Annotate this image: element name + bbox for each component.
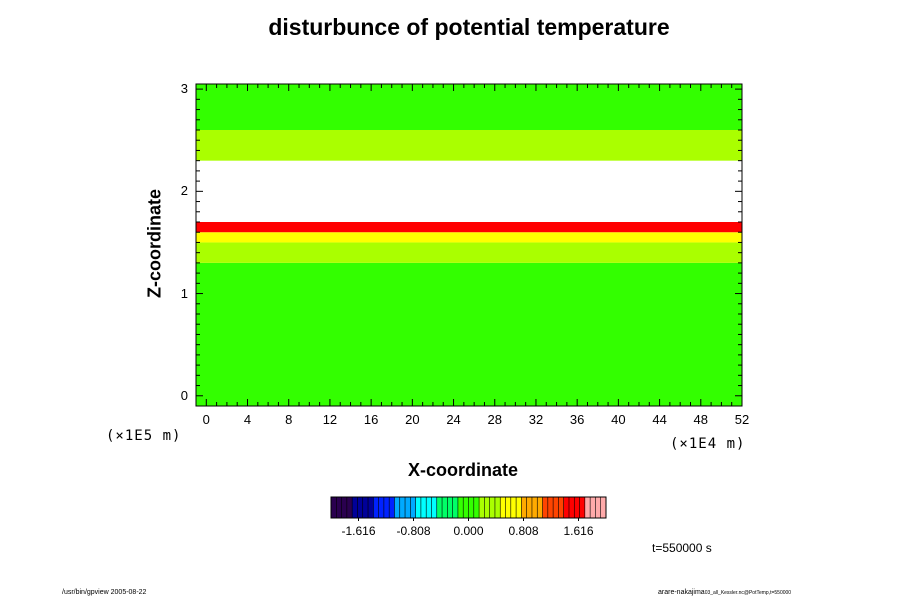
colorbar-cell (558, 497, 565, 518)
heatmap-field (196, 84, 742, 406)
colorbar-tick-label: 1.616 (563, 524, 594, 538)
heatmap-band (196, 222, 742, 233)
heatmap-band (196, 130, 742, 161)
colorbar-tick-label: -1.616 (341, 524, 376, 538)
colorbar-cell (362, 497, 369, 518)
colorbar-cell (590, 497, 596, 518)
colorbar-cell (500, 497, 506, 518)
y-axis-label: Z-coordinate (144, 189, 165, 299)
colorbar-cell (542, 497, 549, 518)
time-label: t=550000 s (652, 541, 712, 555)
heatmap-band (196, 160, 742, 222)
heatmap-band (196, 232, 742, 243)
footer-right: arare-nakajima03_all_Kessler.nc@PotTemp,… (658, 589, 791, 596)
colorbar-cell (526, 497, 533, 518)
colorbar-cell (420, 497, 427, 518)
y-tick-label: 3 (180, 81, 188, 97)
colorbar-cell (436, 497, 443, 518)
colorbar-cell (352, 497, 358, 518)
colorbar-tick-label: 0.000 (453, 524, 484, 538)
colorbar-cell (563, 497, 570, 518)
colorbar-cell (346, 497, 353, 518)
colorbar-cell (394, 497, 401, 518)
x-tick-label: 28 (487, 412, 502, 427)
colorbar-cell (341, 497, 348, 518)
colorbar-cell (547, 497, 554, 518)
colorbar-cell (415, 497, 422, 518)
heatmap-band (196, 84, 742, 130)
colorbar-cell (595, 497, 602, 518)
colorbar-cell (405, 497, 411, 518)
colorbar-cell (568, 497, 575, 518)
x-tick-label: 32 (528, 412, 544, 427)
y-tick-label: 2 (180, 183, 188, 199)
x-tick-label: 40 (611, 412, 626, 427)
colorbar-cell (537, 497, 543, 518)
x-axis-label: X-coordinate (408, 460, 519, 480)
colorbar-cell (457, 497, 464, 518)
colorbar-cell (600, 497, 607, 518)
colorbar-cell (521, 497, 528, 518)
colorbar-cell (531, 497, 538, 518)
colorbar-tick-label: -0.808 (396, 524, 431, 538)
footer-right-main: arare-nakajima (658, 589, 705, 596)
chart-title: disturbunce of potential temperature (268, 14, 670, 40)
colorbar-cell (505, 497, 512, 518)
colorbar-cell (489, 497, 496, 518)
colorbar-cell (494, 497, 501, 518)
colorbar-cell (484, 497, 491, 518)
colorbar (330, 496, 607, 521)
plot-frame (195, 83, 743, 407)
colorbar-cell (357, 497, 364, 518)
y-scale-label: (×1E5 m) (106, 428, 182, 444)
x-tick-label: 36 (569, 412, 585, 427)
colorbar-cell (510, 497, 517, 518)
x-scale-label: (×1E4 m) (670, 436, 746, 452)
colorbar-cell (479, 497, 485, 518)
x-tick-label: 20 (405, 412, 420, 427)
colorbar-cell (473, 497, 480, 518)
colorbar-cell (368, 497, 374, 518)
x-tick-label: 48 (693, 412, 709, 427)
plot-border (195, 83, 743, 407)
x-tick-label: 8 (285, 412, 293, 427)
colorbar-cell (426, 497, 432, 518)
colorbar-cell (378, 497, 385, 518)
colorbar-cell (553, 497, 559, 518)
colorbar-cell (431, 497, 438, 518)
colorbar-cell (399, 497, 406, 518)
colorbar-cell (410, 497, 417, 518)
y-tick-label: 0 (180, 387, 188, 403)
colorbar-cell (516, 497, 522, 518)
colorbar-cell (442, 497, 448, 518)
colorbar-cell (574, 497, 580, 518)
colorbar-tick-label: 0.808 (508, 524, 539, 538)
y-tick-label: 1 (180, 285, 188, 301)
colorbar-cell (447, 497, 454, 518)
colorbar-cell (336, 497, 342, 518)
colorbar-cell (331, 497, 337, 518)
footer-right-sub: 03_all_Kessler.nc@PotTemp,t=550000 (704, 590, 792, 596)
x-tick-label: 52 (734, 412, 750, 427)
x-tick-label: 4 (243, 412, 252, 427)
colorbar-cell (452, 497, 459, 518)
colorbar-cell (389, 497, 395, 518)
x-tick-label: 0 (202, 412, 210, 427)
x-tick-label: 24 (446, 412, 461, 427)
x-tick-label: 44 (652, 412, 667, 427)
colorbar-cell (383, 497, 390, 518)
colorbar-cell (584, 497, 591, 518)
colorbar-cell (373, 497, 379, 518)
heatmap-band (196, 262, 742, 406)
colorbar-cell (579, 497, 586, 518)
x-tick-label: 12 (322, 412, 338, 427)
x-tick-label: 16 (363, 412, 379, 427)
heatmap-band (196, 242, 742, 263)
colorbar-cell (463, 497, 469, 518)
colorbar-cell (468, 497, 475, 518)
footer-left: /usr/bin/gpview 2005-08-22 (62, 589, 147, 596)
